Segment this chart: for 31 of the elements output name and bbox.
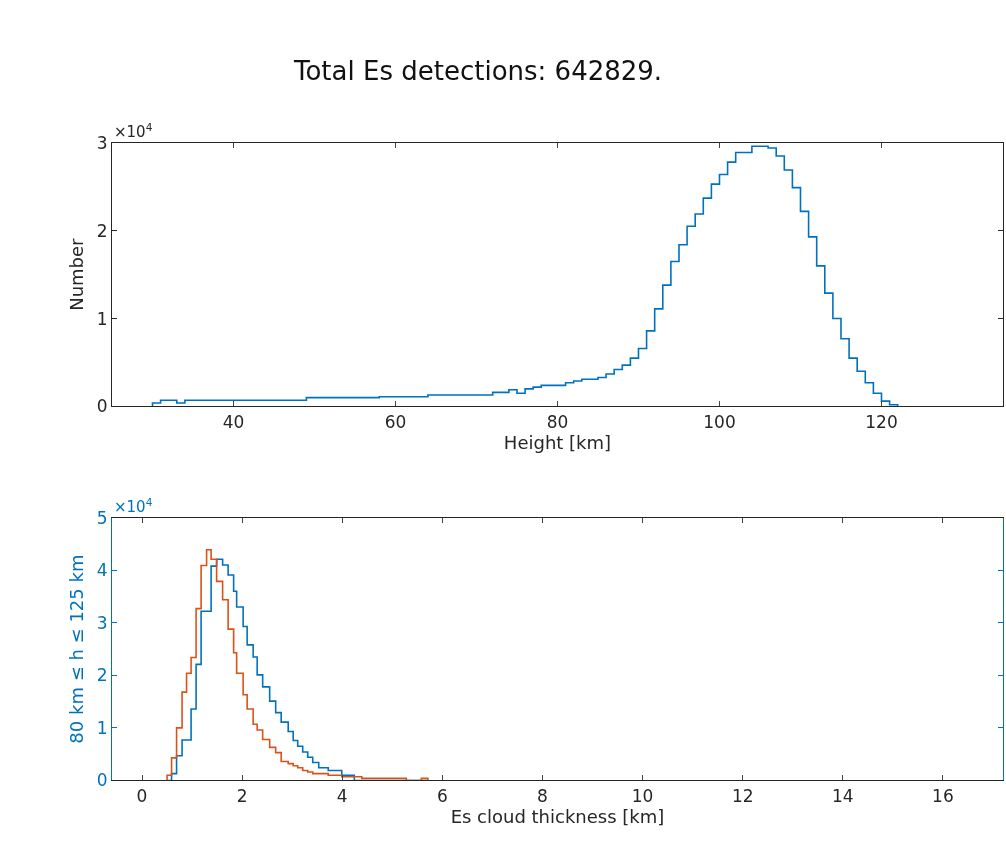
x-tick-label: 16	[932, 785, 954, 806]
y-tick-label: 5	[96, 507, 108, 528]
x-tick-label: 0	[136, 785, 148, 806]
y-tick-label: 1	[96, 308, 108, 329]
y-tick-label: 0	[96, 396, 108, 417]
x-tick-label: 100	[703, 411, 736, 432]
y-tick-label: 1	[96, 717, 108, 738]
x-tick-label: 80	[546, 411, 569, 432]
text: ×10$^{4}$	[114, 121, 153, 142]
y-tick-label: 2	[96, 665, 108, 686]
x-tick-label: 6	[436, 785, 448, 806]
chart-title: Total Es detections: 642829.	[293, 56, 663, 86]
x-tick-label: 120	[865, 411, 898, 432]
x-tick-label: 60	[384, 411, 407, 432]
x-tick-label: 14	[831, 785, 854, 806]
y-tick-label: 0	[96, 770, 108, 791]
y-tick-label: 3	[96, 612, 108, 633]
x-tick-label: 4	[336, 785, 348, 806]
x-tick-label: 8	[537, 785, 548, 806]
x-tick-label: 10	[631, 785, 654, 806]
y-axis-title: Number	[65, 237, 87, 311]
y-tick-label: 3	[96, 132, 108, 153]
x-axis-title: Es cloud thickness [km]	[450, 805, 665, 827]
x-tick-label: 2	[236, 785, 248, 806]
y-axis-title: 80 km ≤ h ≤ 125 km	[65, 554, 87, 744]
x-tick-label: 12	[731, 785, 754, 806]
x-tick-label: 40	[222, 411, 245, 432]
y-tick-label: 4	[96, 560, 108, 581]
x-axis-title: Height [km]	[503, 431, 612, 453]
y-tick-label: 2	[96, 220, 108, 241]
text: ×10$^{4}$	[114, 496, 153, 517]
